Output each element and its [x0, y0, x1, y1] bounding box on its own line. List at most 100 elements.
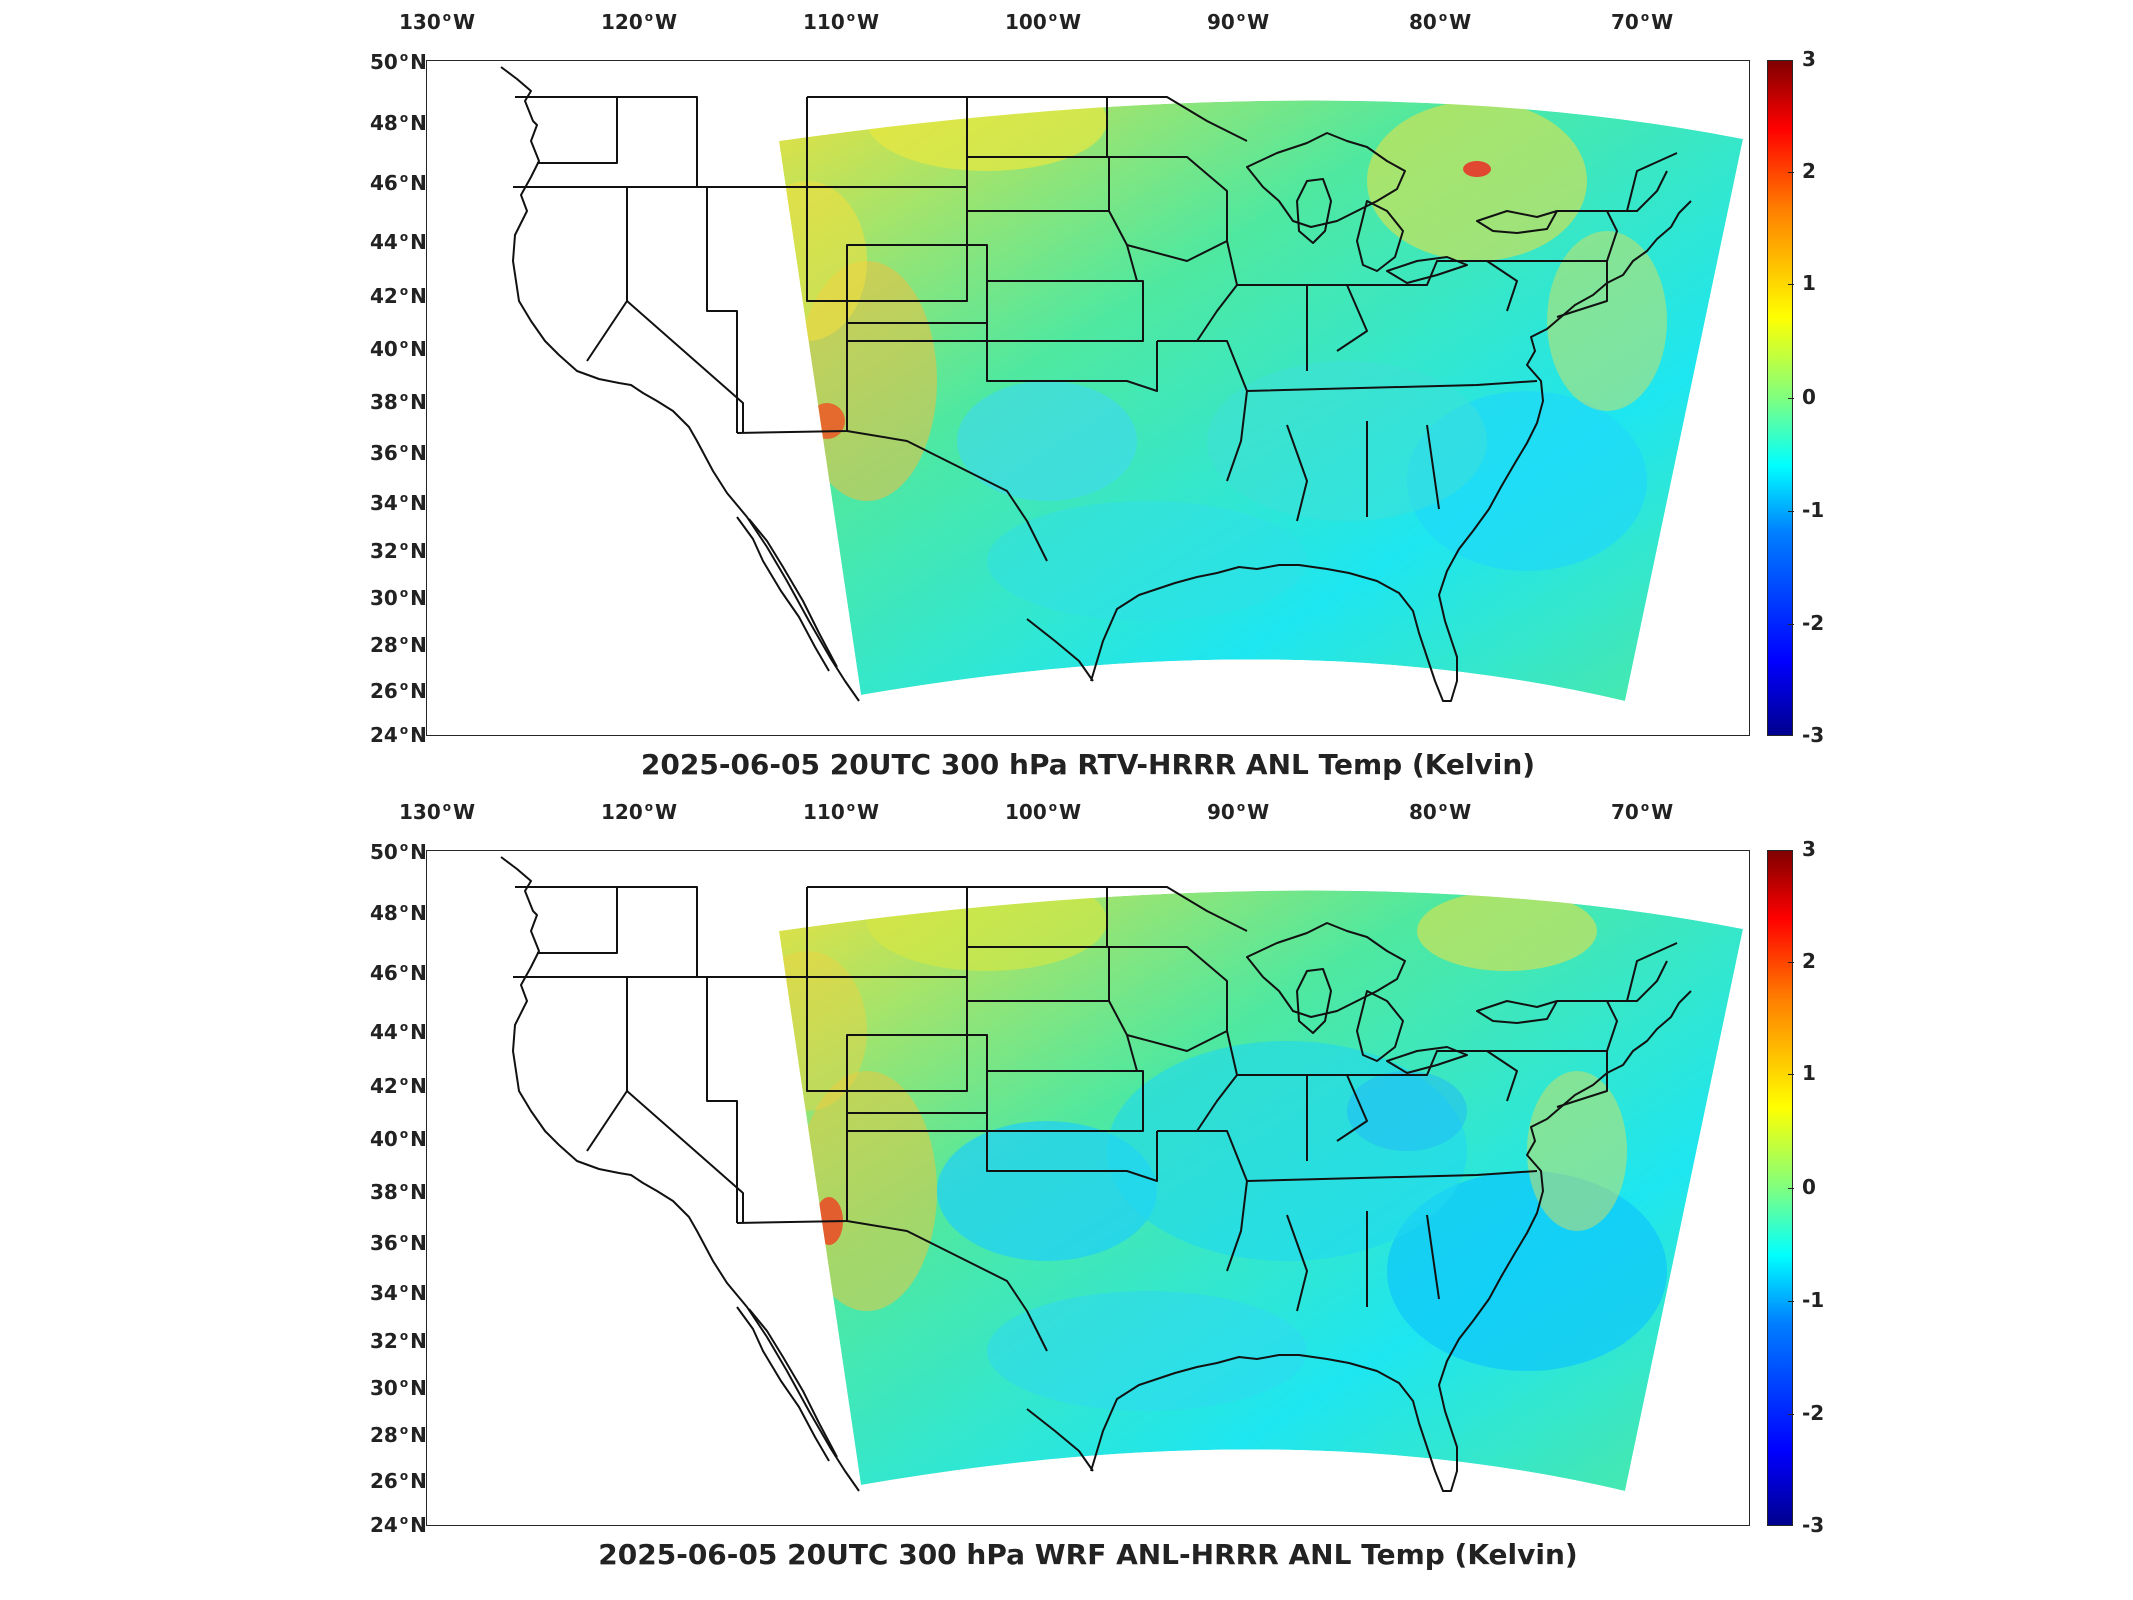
west-coastline	[500, 66, 860, 702]
baja-coastline	[736, 516, 838, 672]
colorbar-tick-label: 2	[1802, 949, 1816, 973]
state-border	[1246, 380, 1538, 392]
anomaly-region	[867, 100, 1107, 171]
longitude-tick-label: 90 o W	[1207, 10, 1270, 34]
latitude-tick-label: 30 o N	[370, 1376, 427, 1400]
longitude-tick-label: 80 o W	[1409, 10, 1472, 34]
longitude-tick-label: 110 o W	[803, 800, 880, 824]
map-frame	[426, 60, 1750, 736]
tick-value: 100	[1005, 10, 1047, 34]
longitude-tick-label: 70 o W	[1611, 10, 1674, 34]
colorbar-tick-label: -2	[1802, 611, 1825, 635]
colorbar-tick-label: 3	[1802, 837, 1816, 861]
state-border	[1347, 260, 1518, 312]
map-frame	[426, 850, 1750, 1526]
west-coastline	[500, 856, 860, 1492]
colorbar-tick-label: -1	[1802, 498, 1825, 522]
colorbar-tick-label: 1	[1802, 1061, 1816, 1085]
colorbar-tick-label: 0	[1802, 385, 1816, 409]
latitude-tick-label: 34 o N	[370, 1281, 427, 1305]
colorbar-tick-label: -3	[1802, 1513, 1825, 1537]
latitude-tick-label: 50 o N	[370, 50, 427, 74]
latitude-tick-label: 46 o N	[370, 171, 427, 195]
latitude-tick-label: 46 o N	[370, 961, 427, 985]
tick-hemi: W	[453, 10, 476, 34]
panel-title: 2025-06-05 20UTC 300 hPa RTV-HRRR ANL Te…	[640, 748, 1536, 781]
tick-hemi: W	[857, 800, 880, 824]
state-border	[1347, 1050, 1518, 1102]
borders-layer	[500, 66, 1692, 702]
tick-hemi: W	[1059, 10, 1082, 34]
tick-value: 100	[1005, 800, 1047, 824]
state-border	[1467, 1050, 1608, 1108]
state-border	[513, 976, 738, 1223]
anomaly-region	[1207, 361, 1487, 521]
tick-hemi: W	[1247, 10, 1270, 34]
colorbar-tick-mark	[1788, 284, 1794, 285]
latitude-tick-label: 38 o N	[370, 390, 427, 414]
state-border	[1307, 1074, 1368, 1142]
latitude-tick-label: 40 o N	[370, 1127, 427, 1151]
colorbar-tick-mark	[1788, 511, 1794, 512]
colorbar-tick-label: 1	[1802, 271, 1816, 295]
tick-hemi: W	[1651, 800, 1674, 824]
panel-title: 2025-06-05 20UTC 300 hPa WRF ANL-HRRR AN…	[598, 1538, 1578, 1571]
tick-value: 120	[601, 10, 643, 34]
state-border	[1307, 284, 1368, 352]
longitude-tick-label: 120 o W	[601, 800, 678, 824]
colorbar-tick-label: 0	[1802, 1175, 1816, 1199]
latitude-tick-label: 32 o N	[370, 539, 427, 563]
latitude-tick-label: 24 o N	[370, 1513, 427, 1537]
colorbar-tick-mark	[1788, 1188, 1794, 1189]
temperature-field	[731, 100, 1743, 701]
longitude-tick-label: 70 o W	[1611, 800, 1674, 824]
state-border	[586, 187, 744, 433]
anomaly-region	[731, 397, 759, 417]
anomaly-region	[809, 403, 845, 439]
latitude-tick-label: 42 o N	[370, 284, 427, 308]
state-border	[1286, 421, 1440, 522]
anomaly-region	[1527, 1071, 1627, 1231]
latitude-tick-label: 44 o N	[370, 230, 427, 254]
state-border	[846, 244, 988, 324]
tick-value: 130	[399, 800, 441, 824]
tick-value: 90	[1207, 800, 1235, 824]
latitude-tick-label: 34 o N	[370, 491, 427, 515]
latitude-tick-label: 50 o N	[370, 840, 427, 864]
state-border	[846, 1034, 988, 1114]
tick-hemi: W	[1449, 800, 1472, 824]
state-border	[846, 430, 1048, 562]
anomaly-region	[1367, 101, 1587, 261]
great-lakes	[1246, 132, 1558, 284]
state-border	[987, 280, 1144, 342]
anomaly-region	[1463, 161, 1491, 177]
colorbar-tick-mark	[1788, 1301, 1794, 1302]
state-border	[1286, 1211, 1440, 1312]
colorbar-tick-mark	[1788, 1074, 1794, 1075]
tick-hemi: W	[1059, 800, 1082, 824]
tick-value: 90	[1207, 10, 1235, 34]
tick-value: 80	[1409, 800, 1437, 824]
colorbar-tick-label: -3	[1802, 723, 1825, 747]
tick-hemi: W	[1247, 800, 1270, 824]
longitude-tick-label: 120 o W	[601, 10, 678, 34]
state-border	[987, 1070, 1144, 1132]
anomaly-region	[1547, 231, 1667, 411]
tick-hemi: W	[1651, 10, 1674, 34]
map-panel-top: 130 o W 120 o W 110 o W 100 o W 90 o W 80 o W 70 o W 50 o N 48 o…	[370, 10, 1825, 781]
state-border	[1107, 96, 1248, 262]
borders-layer	[500, 856, 1692, 1492]
tick-hemi: W	[1449, 10, 1472, 34]
latitude-tick-label: 28 o N	[370, 1423, 427, 1447]
state-border	[1607, 152, 1678, 212]
map-canvas	[500, 856, 1743, 1492]
state-border	[1196, 240, 1238, 342]
latitude-tick-label: 30 o N	[370, 586, 427, 610]
state-border	[586, 977, 744, 1223]
state-border	[847, 1113, 1158, 1182]
latitude-tick-label: 36 o N	[370, 441, 427, 465]
anomaly-region	[987, 1291, 1307, 1411]
latitude-tick-label: 38 o N	[370, 1180, 427, 1204]
baja-coastline	[736, 1306, 838, 1462]
longitude-tick-label: 90 o W	[1207, 800, 1270, 824]
